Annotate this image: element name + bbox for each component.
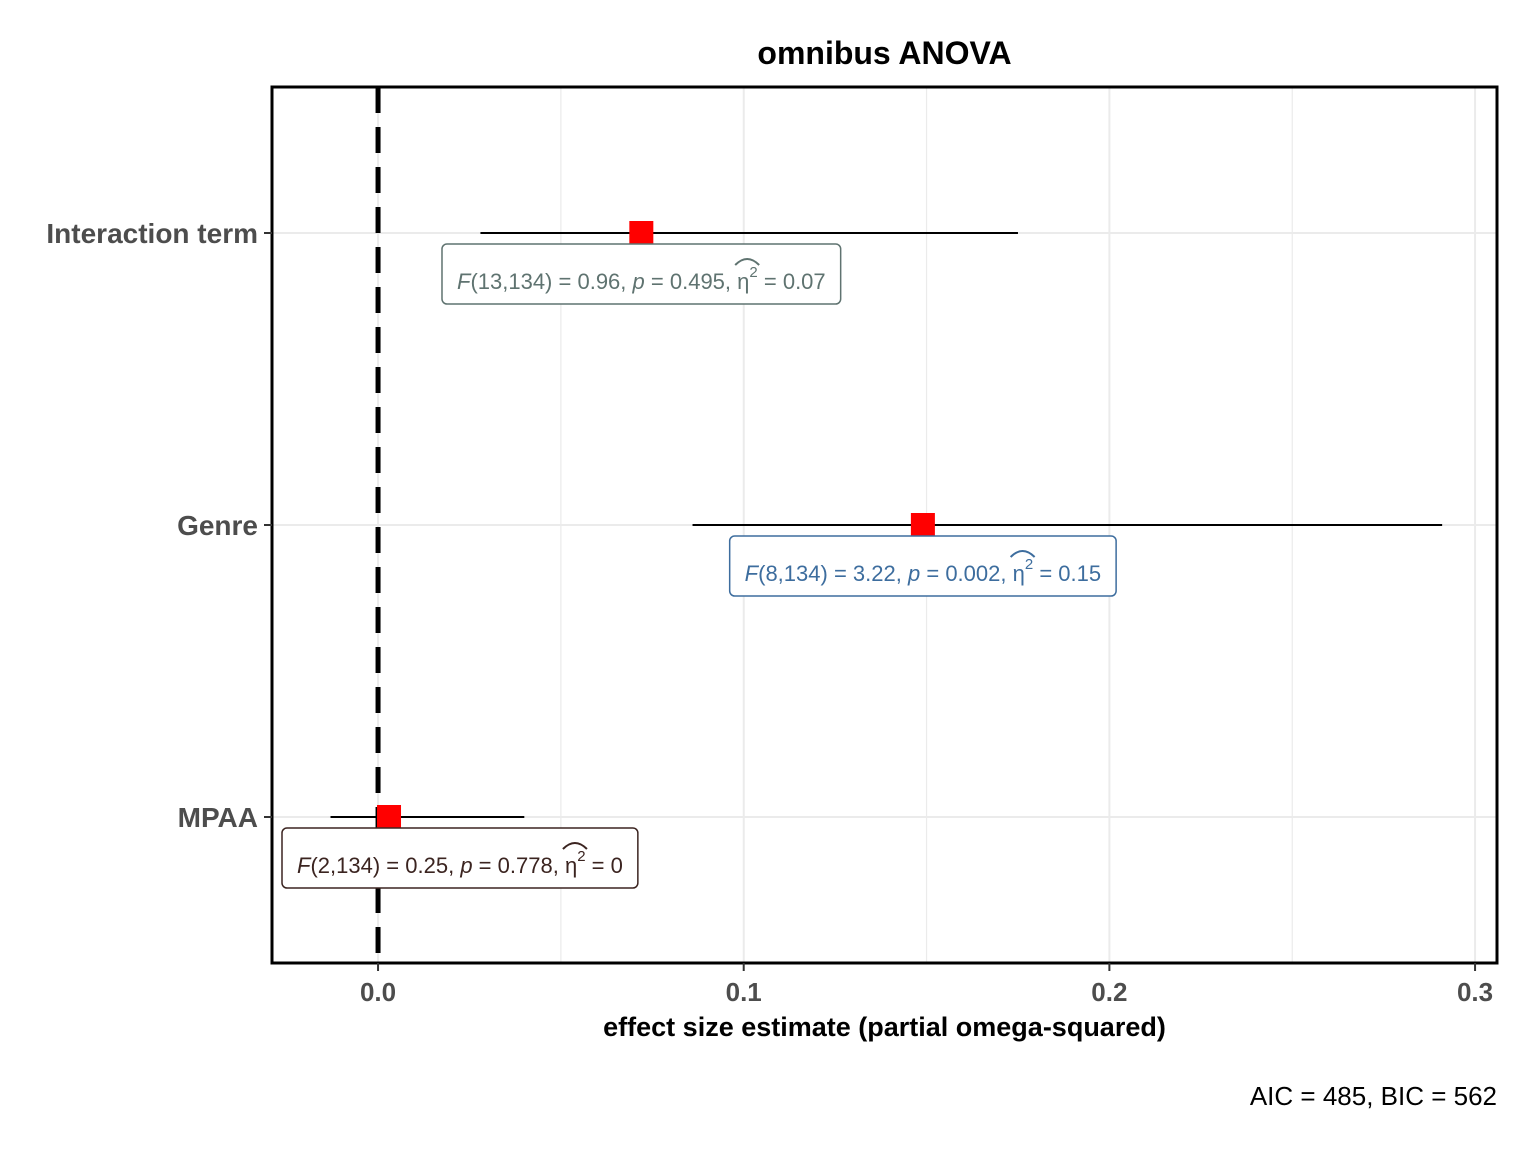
x-tick-label: 0.2: [1091, 977, 1127, 1007]
annotation-labels: F(13,134) = 0.96, p = 0.495, η2 = 0.07 F(…: [281, 243, 1117, 889]
x-axis-label: effect size estimate (partial omega-squa…: [603, 1012, 1166, 1042]
annotation-text: F(13,134) = 0.96, p = 0.495, η2 = 0.07: [457, 264, 826, 294]
point-estimate: [377, 805, 402, 829]
annotation-label: F(2,134) = 0.25, p = 0.778, η2 = 0: [281, 827, 639, 889]
annotation-text: F(8,134) = 3.22, p = 0.002, η2 = 0.15: [745, 556, 1101, 586]
hat-icon: [734, 258, 760, 266]
chart-title: omnibus ANOVA: [757, 35, 1011, 71]
y-tick-label: MPAA: [178, 802, 258, 833]
point-estimates: [377, 221, 935, 829]
x-tick-label: 0.3: [1457, 977, 1493, 1007]
hat-icon: [562, 842, 588, 850]
hat-icon: [1009, 550, 1036, 558]
chart-caption: AIC = 485, BIC = 562: [1250, 1081, 1497, 1111]
annotation-label: F(13,134) = 0.96, p = 0.495, η2 = 0.07: [441, 243, 842, 305]
axes: 0.0 0.1 0.2 0.3 Interaction term Genre MPAA: [46, 218, 1493, 1007]
y-tick-label: Interaction term: [46, 218, 258, 249]
annotation-box: [441, 243, 842, 305]
point-estimate: [910, 513, 935, 537]
annotation-box: [281, 827, 639, 889]
point-estimate: [629, 221, 654, 245]
confidence-intervals: [330, 232, 1443, 818]
y-tick-label: Genre: [177, 510, 258, 541]
x-tick-label: 0.0: [360, 977, 396, 1007]
annotation-text: F(2,134) = 0.25, p = 0.778, η2 = 0: [297, 848, 623, 878]
x-tick-label: 0.1: [726, 977, 762, 1007]
annotation-label: F(8,134) = 3.22, p = 0.002, η2 = 0.15: [728, 535, 1117, 597]
